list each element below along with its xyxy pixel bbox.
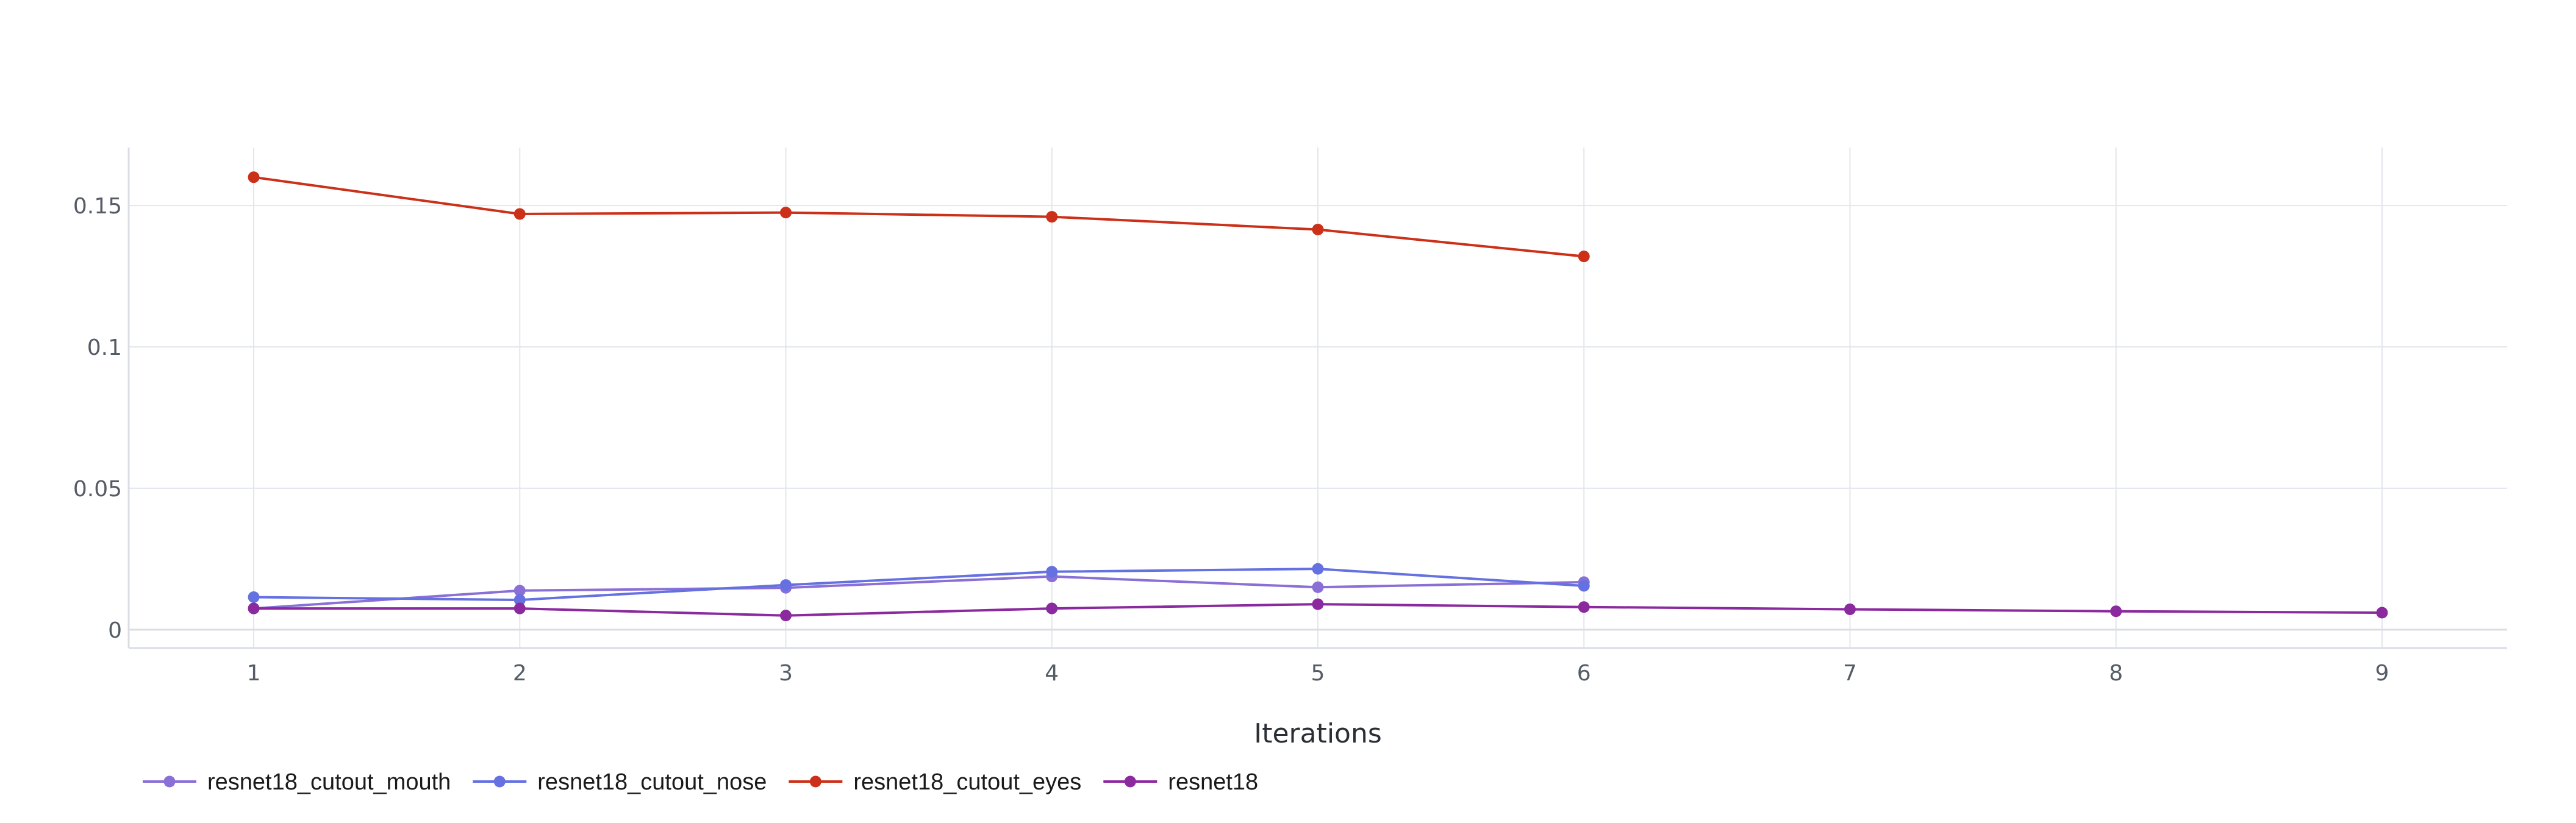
- series-line: [253, 176, 1584, 258]
- data-point[interactable]: [1312, 598, 1324, 610]
- x-tick-label: 5: [1311, 661, 1325, 686]
- x-tick-label: 7: [1843, 661, 1857, 686]
- series-line: [253, 575, 1584, 610]
- x-tick-label: 3: [779, 661, 793, 686]
- y-tick-label: 0.05: [73, 477, 122, 502]
- series-line: [253, 568, 1584, 602]
- data-point[interactable]: [513, 594, 526, 606]
- data-point[interactable]: [780, 610, 792, 622]
- data-point[interactable]: [248, 171, 260, 183]
- data-point[interactable]: [1046, 602, 1058, 615]
- data-point[interactable]: [1578, 251, 1590, 263]
- data-point[interactable]: [248, 591, 260, 604]
- y-tick-label: 0.15: [73, 194, 122, 219]
- data-point[interactable]: [513, 208, 526, 220]
- data-point[interactable]: [2376, 607, 2388, 619]
- x-tick-label: 4: [1045, 661, 1059, 686]
- series-layer: [248, 171, 2388, 622]
- legend-marker-swatch: [493, 775, 506, 788]
- data-point[interactable]: [248, 602, 260, 615]
- data-point[interactable]: [1312, 224, 1324, 236]
- legend-label: resnet18_cutout_nose: [537, 769, 767, 795]
- legend-marker-swatch: [809, 775, 821, 788]
- data-point[interactable]: [1046, 211, 1058, 223]
- legend-item[interactable]: resnet18: [1103, 769, 1258, 795]
- series-resnet18_cutout_eyes: [248, 171, 1590, 263]
- tick-labels: 1 2 3 4 5 6 7 8 9 0 0.05 0.1 0.15: [73, 194, 2389, 686]
- legend-item[interactable]: resnet18_cutout_nose: [473, 769, 767, 795]
- data-point[interactable]: [513, 602, 526, 615]
- data-point[interactable]: [780, 207, 792, 219]
- data-point[interactable]: [2110, 605, 2122, 618]
- data-point[interactable]: [1578, 601, 1590, 613]
- series-resnet18_cutout_nose: [248, 563, 1590, 606]
- data-point[interactable]: [1312, 563, 1324, 575]
- legend-marker-swatch: [1124, 775, 1136, 788]
- x-tick-label: 6: [1577, 661, 1591, 686]
- data-point[interactable]: [1046, 566, 1058, 578]
- legend-item[interactable]: resnet18_cutout_eyes: [789, 769, 1081, 795]
- legend: resnet18_cutout_mouth resnet18_cutout_nos…: [143, 769, 1258, 795]
- legend-label: resnet18: [1168, 769, 1258, 795]
- legend-marker-swatch: [163, 775, 176, 788]
- legend-label: resnet18_cutout_eyes: [853, 769, 1081, 795]
- data-point[interactable]: [1844, 603, 1856, 615]
- x-tick-label: 2: [513, 661, 527, 686]
- x-tick-label: 1: [247, 661, 261, 686]
- data-point[interactable]: [513, 585, 526, 597]
- data-point[interactable]: [780, 579, 792, 591]
- x-axis-title: Iterations: [1254, 718, 1382, 749]
- data-point[interactable]: [1578, 580, 1590, 592]
- axes: [127, 148, 2507, 649]
- y-tick-label: 0.1: [87, 335, 122, 360]
- legend-item[interactable]: resnet18_cutout_mouth: [143, 769, 451, 795]
- x-tick-label: 9: [2375, 661, 2389, 686]
- legend-label: resnet18_cutout_mouth: [207, 769, 451, 795]
- x-tick-label: 8: [2109, 661, 2123, 686]
- data-point[interactable]: [1312, 581, 1324, 593]
- y-tick-label: 0: [108, 618, 122, 643]
- grid: [129, 148, 2507, 648]
- series-resnet18: [248, 598, 2388, 622]
